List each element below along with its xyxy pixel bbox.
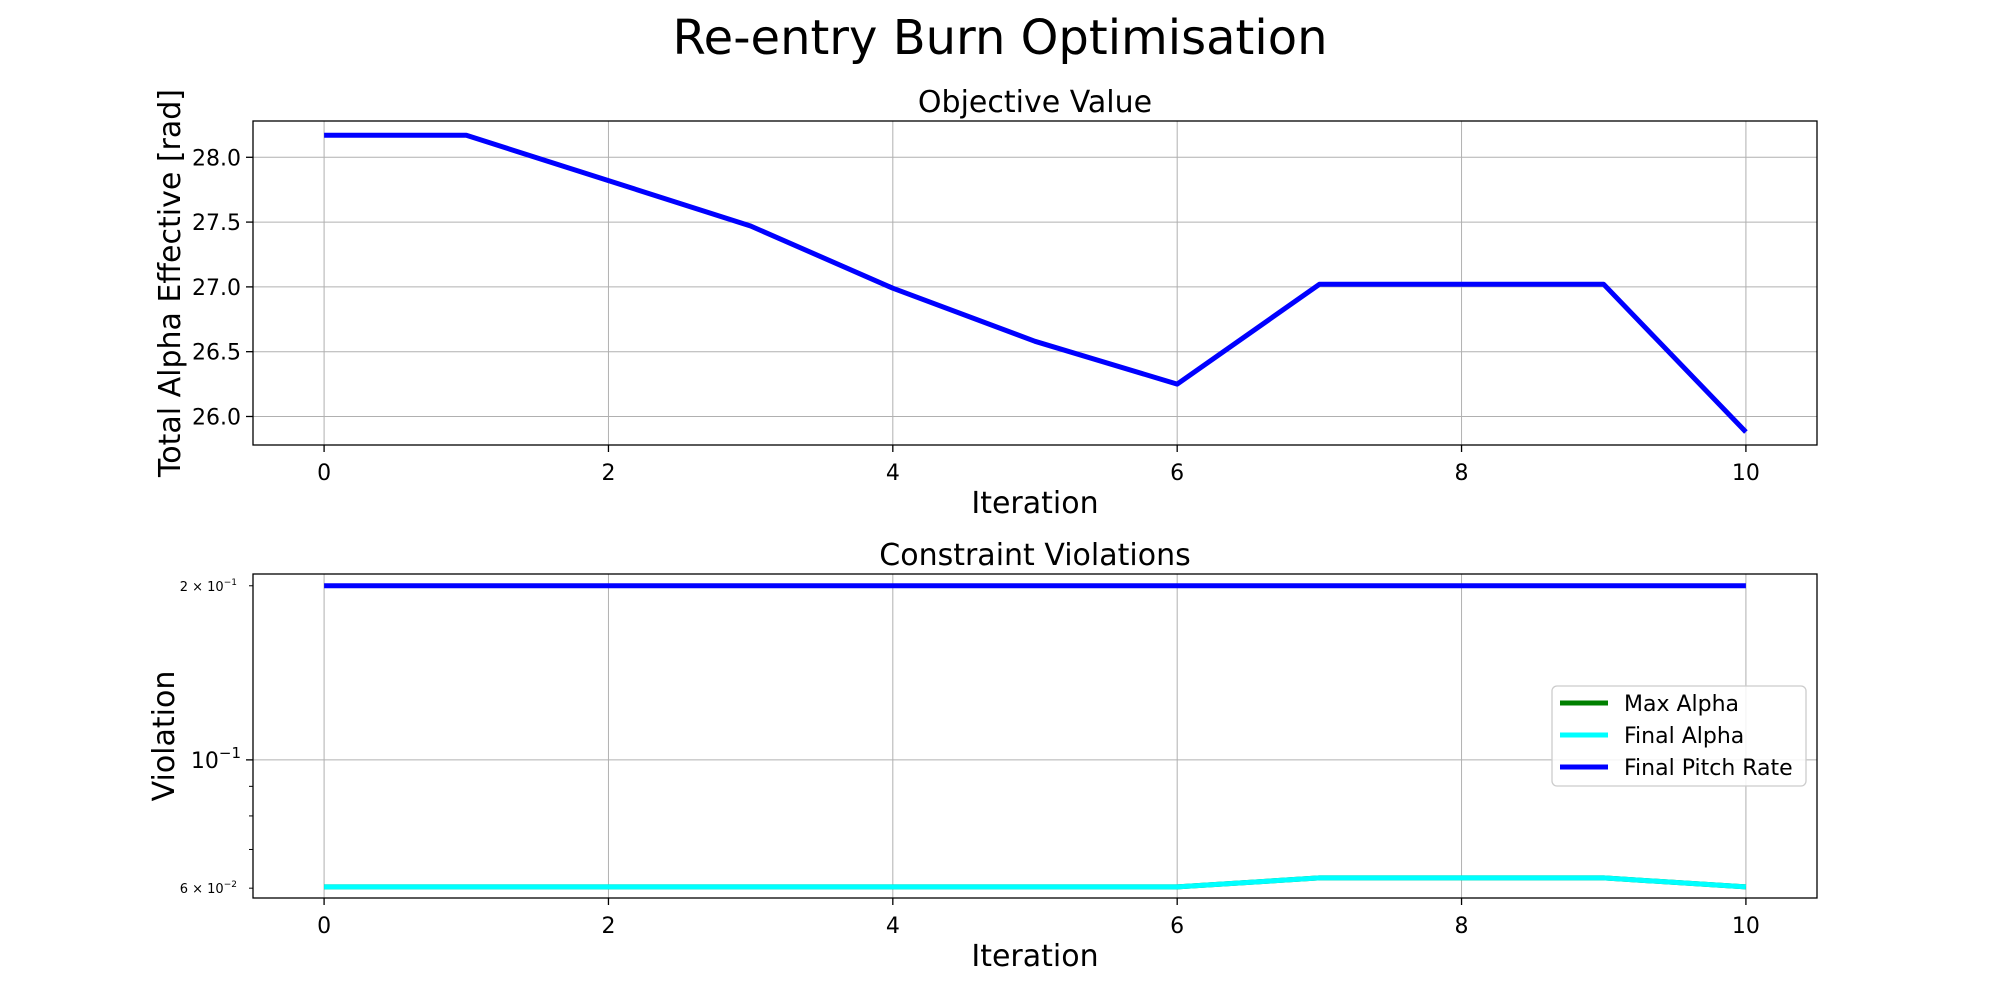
- panel1-y-tick-label: 26.0: [192, 405, 241, 430]
- panel1-x-tick-label: 2: [601, 461, 615, 486]
- panel1-title: Objective Value: [918, 85, 1152, 120]
- panel2-y-minor-tick-label: 6 × 10−2: [180, 880, 237, 897]
- panel2-y-axis-title: Violation: [147, 671, 182, 802]
- panel1-x-tick-label: 4: [886, 461, 900, 486]
- panel1-series-line-0: [324, 132, 1748, 434]
- figure-title: Re-entry Burn Optimisation: [672, 10, 1328, 66]
- panel1-x-tick-label: 8: [1455, 461, 1469, 486]
- panel1-x-tick-label: 10: [1732, 461, 1760, 486]
- panel1-y-tick-label: 28.0: [192, 146, 241, 171]
- panel2-x-tick-label: 10: [1732, 914, 1760, 939]
- panel2-y-tick-label: 10−1: [191, 744, 241, 774]
- panel2-x-tick-label: 6: [1170, 914, 1184, 939]
- panel1-plot-frame: [252, 120, 1818, 446]
- panel1-y-tick-label: 27.5: [192, 211, 241, 236]
- panel2-series-line-final-alpha: [324, 875, 1747, 890]
- panel1-y-tick-label: 26.5: [192, 341, 241, 366]
- panel2-x-tick-label: 2: [601, 914, 615, 939]
- panel2-legend-label-final-alpha: Final Alpha: [1624, 724, 1744, 749]
- panel2-legend-label-max-alpha: Max Alpha: [1624, 692, 1739, 717]
- panel2-title: Constraint Violations: [879, 538, 1190, 573]
- panel1-x-axis-title: Iteration: [971, 486, 1098, 521]
- panel2-x-tick-label: 0: [317, 914, 331, 939]
- panel1-y-tick-label: 27.0: [192, 276, 241, 301]
- panel1-x-tick-label: 0: [317, 461, 331, 486]
- panel2-legend-box: [1551, 685, 1807, 787]
- panel2-x-tick-label: 8: [1455, 914, 1469, 939]
- panel2-x-tick-label: 4: [886, 914, 900, 939]
- panel2-legend-label-final-pitch-rate: Final Pitch Rate: [1624, 756, 1793, 781]
- panel2-x-axis-title: Iteration: [971, 939, 1098, 974]
- panel1-y-axis-title: Total Alpha Effective [rad]: [153, 89, 188, 478]
- panel1-x-tick-label: 6: [1170, 461, 1184, 486]
- panel2-plot-frame: [252, 573, 1818, 899]
- panel2-y-minor-tick-label: 2 × 10−1: [180, 578, 237, 595]
